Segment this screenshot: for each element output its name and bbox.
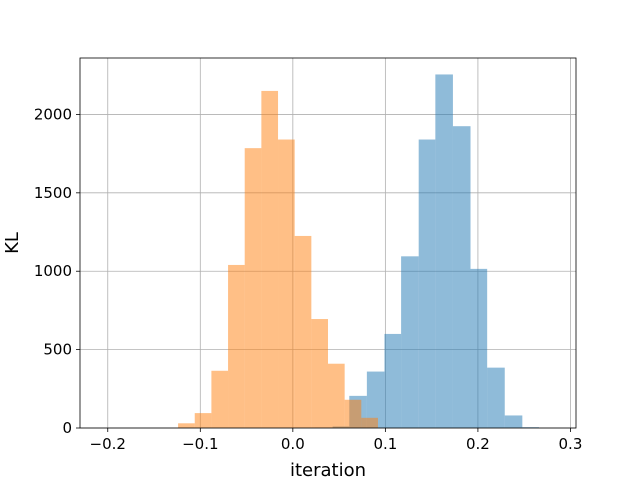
histogram-bar xyxy=(294,235,312,428)
histogram-bar xyxy=(452,126,471,428)
histogram-bar xyxy=(178,423,195,428)
y-tick-label: 1000 xyxy=(34,262,72,280)
histogram-bar xyxy=(261,90,279,428)
x-tick-label: −0.1 xyxy=(182,435,218,453)
histogram-bar xyxy=(418,139,436,428)
histogram-bar xyxy=(194,413,212,428)
series-0-bars xyxy=(315,74,539,429)
histogram-bar xyxy=(401,256,419,428)
histogram-bar xyxy=(244,148,262,428)
x-tick-label: 0.2 xyxy=(466,435,490,453)
histogram-bar xyxy=(328,363,345,428)
histogram-bar xyxy=(470,268,488,428)
histogram-bar xyxy=(278,139,295,428)
histogram-bar xyxy=(487,367,505,428)
plot-frame xyxy=(79,57,577,429)
histogram-bar xyxy=(361,417,378,428)
x-tick-label: 0.1 xyxy=(373,435,397,453)
histogram-bar xyxy=(228,264,245,428)
histogram-bar xyxy=(435,74,453,429)
x-tick-label: −0.2 xyxy=(90,435,126,453)
histogram-bars xyxy=(178,74,539,429)
x-tick-label: 0.3 xyxy=(559,435,583,453)
y-tick-label: 0 xyxy=(62,419,72,437)
histogram-bar xyxy=(384,333,402,428)
y-axis-ticks: 0 500 1000 1500 2000 xyxy=(34,105,80,437)
y-tick-label: 500 xyxy=(43,341,72,359)
y-tick-label: 2000 xyxy=(34,105,72,123)
y-tick-label: 1500 xyxy=(34,184,72,202)
histogram-bar xyxy=(211,370,229,428)
histogram-bar xyxy=(504,415,523,428)
x-axis-label: iteration xyxy=(290,460,366,480)
x-tick-label: 0.0 xyxy=(281,435,305,453)
histogram-bar xyxy=(366,371,385,428)
x-axis-ticks: −0.2 −0.1 0.0 0.1 0.2 0.3 xyxy=(90,428,583,453)
histogram-bar xyxy=(311,319,328,428)
histogram-bar xyxy=(344,399,362,428)
y-axis-label: KL xyxy=(2,232,23,254)
series-1-bars xyxy=(178,90,378,428)
